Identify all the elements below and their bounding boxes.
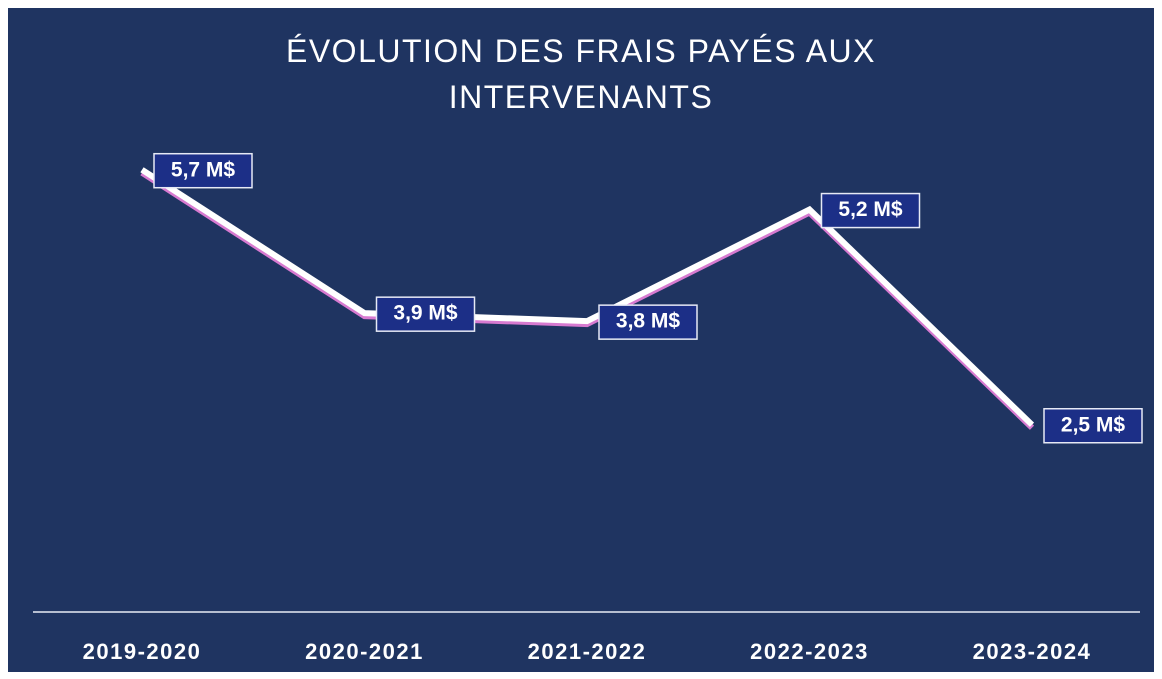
- value-label: 5,7 M$: [171, 158, 236, 181]
- x-tick-label: 2022-2023: [750, 639, 869, 664]
- x-tick-label: 2019-2020: [83, 639, 202, 664]
- value-label-box: [820, 192, 921, 229]
- chart-title: ÉVOLUTION DES FRAIS PAYÉS AUX INTERVENAN…: [285, 33, 876, 115]
- x-tick-label: 2021-2022: [528, 639, 647, 664]
- line: [140, 167, 1035, 427]
- x-tick-label: 2023-2024: [973, 639, 1092, 664]
- background: [8, 8, 1154, 672]
- value-label: 2,5 M$: [1061, 413, 1126, 436]
- value-label-box: [598, 304, 698, 340]
- value-label: 3,9 M$: [393, 302, 458, 325]
- value-label-box: [1043, 408, 1143, 444]
- value-label-box: [153, 152, 253, 189]
- value-label: 5,2 M$: [838, 198, 903, 221]
- x-tick-label: 2020-2021: [305, 639, 424, 664]
- value-label-box: [375, 296, 476, 332]
- value-label: 3,8 M$: [616, 310, 681, 333]
